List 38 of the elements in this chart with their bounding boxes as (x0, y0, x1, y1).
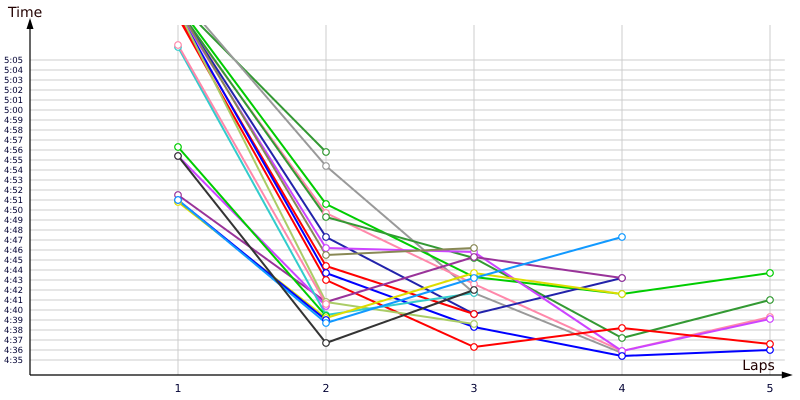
y-tick-label: 5:03 (4, 76, 24, 86)
y-tick-label: 4:54 (4, 166, 24, 176)
y-tick-label: 4:52 (4, 186, 24, 196)
y-tick-label: 5:01 (4, 96, 24, 106)
y-tick-label: 5:02 (4, 86, 24, 96)
y-tick-label: 4:49 (4, 216, 24, 226)
x-tick-label: 5 (766, 382, 774, 395)
y-tick-label: 4:48 (4, 226, 24, 236)
y-tick-label: 4:57 (4, 136, 24, 146)
y-tick-label: 4:59 (4, 116, 24, 126)
y-tick-label: 4:46 (4, 246, 24, 256)
y-tick-label: 4:58 (4, 126, 24, 136)
y-tick-label: 4:37 (4, 336, 24, 346)
x-tick-label: 1 (174, 382, 182, 395)
y-tick-label: 4:35 (4, 356, 24, 366)
y-tick-label: 5:00 (4, 106, 24, 116)
y-tick-label: 4:41 (4, 296, 24, 306)
y-tick-label: 4:51 (4, 196, 24, 206)
y-tick-label: 4:45 (4, 256, 24, 266)
y-tick-label: 4:56 (4, 146, 24, 156)
y-tick-label: 4:53 (4, 176, 24, 186)
y-tick-label: 4:38 (4, 326, 24, 336)
y-tick-label: 4:55 (4, 156, 24, 166)
x-axis-title: Laps (742, 358, 775, 374)
y-tick-label: 4:47 (4, 236, 24, 246)
y-tick-label: 5:05 (4, 56, 24, 66)
y-axis-title: Time (7, 5, 42, 21)
y-tick-label: 4:50 (4, 206, 24, 216)
x-tick-label: 4 (618, 382, 626, 395)
y-tick-label: 4:44 (4, 266, 24, 276)
x-tick-label: 3 (470, 382, 478, 395)
x-tick-label: 2 (322, 382, 330, 395)
y-tick-label: 4:39 (4, 316, 24, 326)
y-tick-label: 4:43 (4, 276, 24, 286)
y-tick-label: 5:04 (4, 66, 24, 76)
y-tick-label: 4:42 (4, 286, 24, 296)
y-tick-label: 4:36 (4, 346, 24, 356)
y-tick-label: 4:40 (4, 306, 24, 316)
